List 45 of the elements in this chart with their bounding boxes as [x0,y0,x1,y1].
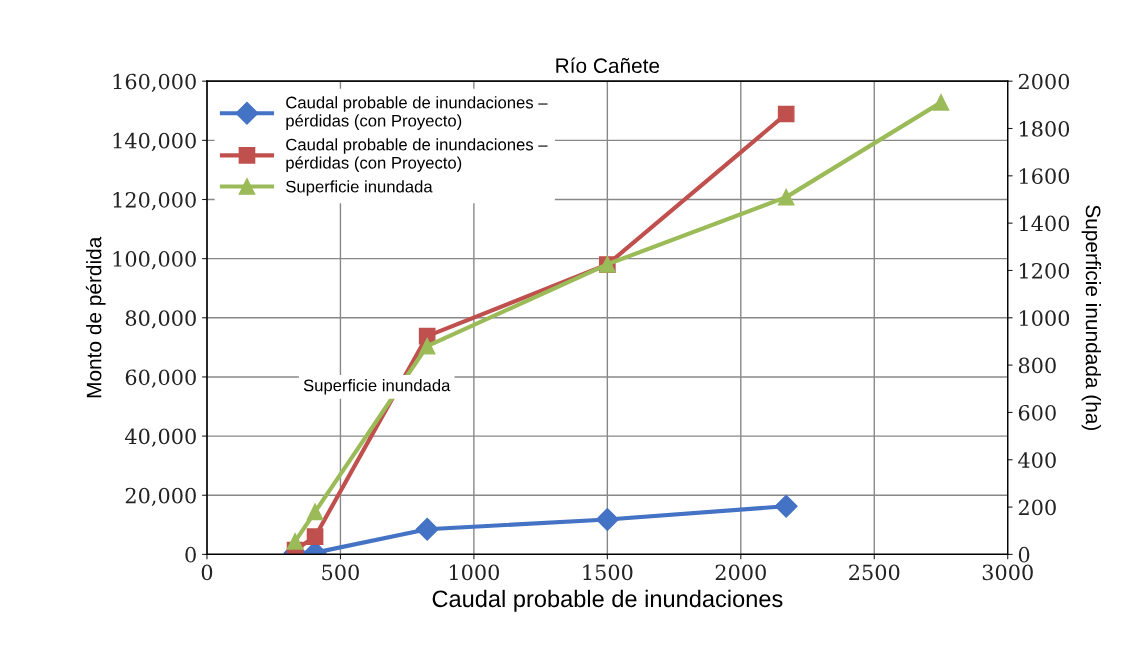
y2-tick-label: 1000 [1019,310,1070,326]
y-tick-label: 40,000 [124,428,196,447]
y-tick-label: 120,000 [113,191,196,211]
point [774,494,798,518]
point [306,503,324,521]
y-tick-label: 60,000 [125,369,196,388]
point [306,528,324,545]
y2-tick-label: 400 [1018,452,1056,468]
x-tick-label: 1500 [583,564,633,581]
y-tick-label: 160,000 [113,73,196,92]
point [777,188,795,206]
y2-axis-title: Superficie inundada (ha) [1081,205,1102,431]
y2-tick-label: 800 [1018,357,1056,374]
legend-label: Caudal probable de inundaciones – pérdidas (con Proyecto) [286,96,548,130]
y2-tick-label: 1400 [1019,215,1070,232]
point [595,508,619,531]
y2-tick-label: 600 [1018,404,1056,421]
y2-tick-label: 1200 [1019,262,1070,279]
x-axis-title: Caudal probable de inundaciones [432,589,783,612]
x-tick-label: 2000 [715,564,766,581]
point [932,94,950,111]
y2-tick-label: 2000 [1018,73,1070,90]
y2-tick-label: 0 [1018,546,1030,563]
y2-tick-label: 200 [1018,499,1056,516]
x-tick-label: 0 [201,564,213,581]
x-tick-label: 3000 [982,564,1033,581]
legend-label: Caudal probable de inundaciones – pérdidas (con Proyecto) [286,138,548,172]
x-tick-label: 1000 [449,564,500,581]
chart-title: Río Cañete [556,57,660,74]
y-tick-label: 140,000 [113,132,196,152]
x-tick-label: 2500 [849,564,900,581]
y-tick-label: 0 [185,546,196,563]
legend-label: Superficie inundada [286,180,433,196]
y-tick-label: 80,000 [125,310,196,329]
y-axis-title: Monto de pérdida [85,236,106,398]
point [415,517,439,541]
y-tick-label: 20,000 [125,487,196,506]
y-tick-label: 100,000 [113,251,196,270]
y2-tick-label: 1600 [1019,168,1070,185]
point [286,533,304,550]
point [777,105,795,123]
y2-tick-label: 1800 [1019,120,1070,137]
point [418,337,436,355]
x-tick-label: 500 [322,564,359,581]
annotation: Superficie inundada [303,379,451,395]
